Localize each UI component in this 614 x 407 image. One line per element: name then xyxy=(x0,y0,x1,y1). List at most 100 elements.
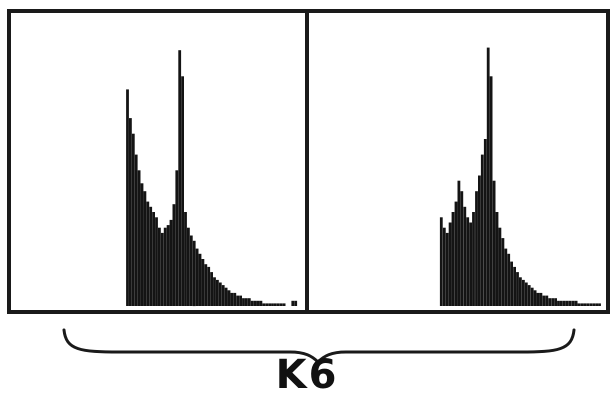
histogram-bar xyxy=(143,191,147,306)
histogram-bar xyxy=(466,217,470,306)
histogram-bar xyxy=(233,292,237,306)
histogram-bar xyxy=(580,303,584,306)
histogram-bar xyxy=(149,206,153,306)
histogram-bar xyxy=(536,292,540,306)
histogram-bar xyxy=(245,298,248,306)
histogram-bar xyxy=(489,76,493,306)
histogram-bar xyxy=(463,206,467,306)
histogram-bar xyxy=(486,47,490,306)
histogram-bar xyxy=(294,300,298,306)
histogram-bar xyxy=(131,133,135,306)
histogram-bar xyxy=(598,303,601,306)
histogram-bar xyxy=(516,272,519,306)
histogram-bar xyxy=(210,272,213,306)
figure-label: K6 xyxy=(275,352,339,398)
histogram-bar xyxy=(524,282,528,306)
histogram-bar xyxy=(169,219,173,306)
histogram-bar xyxy=(221,285,225,306)
histogram-bar xyxy=(204,264,208,306)
histogram-bar xyxy=(224,287,228,306)
histogram-panel-left xyxy=(7,9,309,314)
histogram-bar xyxy=(451,212,455,306)
histogram-bar xyxy=(172,204,176,306)
histogram-bar xyxy=(530,287,534,306)
histogram-bar xyxy=(253,300,257,306)
histogram-bar xyxy=(236,295,240,306)
histogram-bar xyxy=(469,222,472,306)
histogram-bar xyxy=(259,300,263,306)
histogram-bar xyxy=(507,253,511,306)
histogram-bar xyxy=(140,183,144,306)
histogram-bar xyxy=(589,303,593,306)
histogram-bar xyxy=(445,232,449,306)
histogram-bar xyxy=(498,227,502,306)
histogram-bar xyxy=(480,154,484,306)
histogram-bar xyxy=(158,227,161,306)
histogram-bar xyxy=(492,180,496,306)
histogram-bar xyxy=(551,298,555,306)
histogram-bar xyxy=(242,298,245,306)
histogram-bar xyxy=(213,277,216,306)
histogram-bar xyxy=(256,300,260,306)
histogram-bar xyxy=(595,303,598,306)
histogram-bar xyxy=(262,303,266,306)
histogram-bar xyxy=(265,303,269,306)
histogram-bar xyxy=(574,300,578,306)
histogram-bar xyxy=(201,259,205,306)
histogram-bar xyxy=(510,261,513,306)
histogram-bar xyxy=(545,295,549,306)
histogram-bar xyxy=(274,303,277,306)
histogram-bar xyxy=(268,303,271,306)
histogram-bar xyxy=(134,154,138,306)
histogram-bar xyxy=(495,212,499,306)
histogram-bar xyxy=(527,285,531,306)
histogram-bar xyxy=(178,50,182,307)
histogram-bar xyxy=(227,290,231,306)
histogram-bar xyxy=(155,217,158,306)
histogram-bar xyxy=(250,300,254,306)
histogram-bar xyxy=(560,300,563,306)
histogram-bar xyxy=(457,180,461,306)
histogram-bar xyxy=(160,232,164,306)
histogram-bar xyxy=(565,300,569,306)
histogram-bar xyxy=(230,292,234,306)
histogram-bar xyxy=(184,212,187,306)
histogram-bar xyxy=(291,300,295,306)
histogram-bar xyxy=(519,277,522,306)
histogram-bar xyxy=(279,303,283,306)
histogram-bar xyxy=(192,240,196,307)
histogram-bar xyxy=(592,303,596,306)
histogram-panel-right xyxy=(305,9,610,314)
histogram-bar xyxy=(276,303,280,306)
histogram-bar xyxy=(563,300,566,306)
histogram-bar xyxy=(454,201,458,306)
histogram-bar xyxy=(539,292,543,306)
histogram-bar xyxy=(152,212,155,306)
histogram-bar xyxy=(137,170,141,306)
histogram-bar xyxy=(522,279,525,306)
histogram-bar xyxy=(239,295,242,306)
histogram-bar xyxy=(460,191,464,306)
histogram-bar xyxy=(181,76,184,306)
histogram-bar xyxy=(586,303,590,306)
histogram-bar xyxy=(472,212,475,306)
histogram-bar xyxy=(207,266,211,306)
histogram-bar xyxy=(271,303,274,306)
histogram-bar xyxy=(504,248,508,306)
histogram-bar xyxy=(571,300,575,306)
histogram-bar xyxy=(247,298,251,306)
histogram-bar xyxy=(163,227,167,306)
histogram-bar xyxy=(542,295,546,306)
histogram-bar xyxy=(442,227,446,306)
histogram-bar xyxy=(146,201,150,306)
histogram-bar xyxy=(218,282,222,306)
histogram-bar xyxy=(577,303,581,306)
histogram-bar xyxy=(557,300,560,306)
histogram-bar xyxy=(533,290,537,306)
histogram-bar xyxy=(501,238,505,306)
histogram-bar xyxy=(475,191,478,306)
histogram-bar xyxy=(126,89,129,307)
histogram-bar xyxy=(554,298,557,306)
histogram-bar xyxy=(175,170,179,306)
